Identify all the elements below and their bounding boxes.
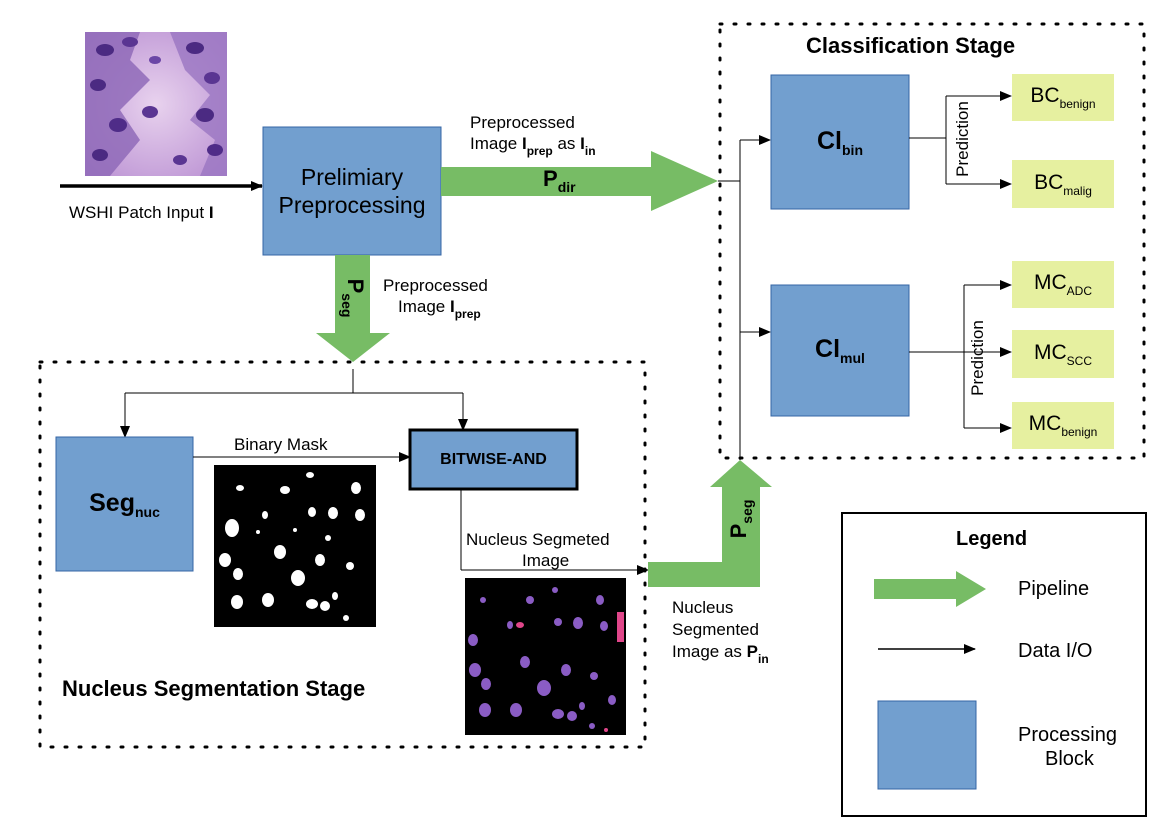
p-seg-up-label: Pseg bbox=[726, 499, 755, 539]
mc-benign-box bbox=[1012, 402, 1114, 449]
prediction-label-mul: Prediction bbox=[968, 320, 987, 396]
mc-benign-label: MCbenign bbox=[1028, 412, 1098, 439]
wshi-patch-image bbox=[85, 32, 227, 176]
bc-malig-box bbox=[1012, 160, 1114, 208]
legend-processing-block bbox=[877, 700, 977, 790]
mc-scc-label: MCSCC bbox=[1033, 340, 1092, 368]
p-seg-up-caption-line3: Image as Pin bbox=[672, 642, 769, 667]
preprocessing-block bbox=[262, 126, 442, 256]
p-seg-down-label: Pseg bbox=[339, 278, 368, 318]
nucleus-segmeted-caption-line2: Image bbox=[522, 551, 570, 570]
seg-nuc-block bbox=[55, 436, 194, 572]
cl-bin-label: Clbin bbox=[817, 126, 863, 158]
p-seg-up-caption-line1: Nucleus bbox=[672, 598, 734, 617]
seg-nuc-label: Segnuc bbox=[89, 488, 160, 520]
bitwise-and-block bbox=[408, 428, 579, 491]
p-dir-label: Pdir bbox=[543, 166, 576, 195]
p-dir-caption-line1: Preprocessed bbox=[470, 113, 575, 132]
classification-stage-boundary bbox=[718, 22, 1146, 460]
nucleus-segmeted-caption-line1: Nucleus Segmeted bbox=[466, 530, 610, 549]
bc-benign-label: BCbenign bbox=[1030, 84, 1096, 111]
cl-mul-label: Clmul bbox=[815, 335, 865, 366]
legend-title: Legend bbox=[956, 528, 1028, 550]
p-seg-down-caption-line2: Image Iprep bbox=[398, 297, 481, 322]
mc-scc-box bbox=[1012, 330, 1114, 378]
legend-processing-label-line2: Block bbox=[1045, 748, 1094, 770]
mc-adc-box bbox=[1012, 261, 1114, 308]
input-label: WSHI Patch Input I bbox=[69, 203, 214, 222]
p-seg-down-pipeline-arrow bbox=[316, 255, 390, 362]
cl-mul-block bbox=[770, 284, 910, 417]
bc-malig-label: BCmalig bbox=[1034, 170, 1092, 198]
segmentation-stage-boundary bbox=[38, 360, 647, 749]
bitwise-and-label: BITWISE-AND bbox=[440, 450, 547, 468]
binary-mask-label: Binary Mask bbox=[234, 435, 328, 454]
binary-mask-image bbox=[214, 465, 376, 627]
p-dir-caption-line2: Image Iprep as Iin bbox=[470, 134, 596, 159]
mc-adc-label: MCADC bbox=[1033, 271, 1092, 298]
classification-stage-title: Classification Stage bbox=[806, 33, 1016, 58]
legend-pipeline-label: Pipeline bbox=[1018, 578, 1090, 600]
p-seg-up-caption-line2: Segmented bbox=[672, 620, 759, 639]
legend-pipeline-arrow bbox=[874, 571, 986, 607]
p-dir-pipeline-arrow bbox=[441, 151, 718, 211]
bc-benign-box bbox=[1012, 74, 1114, 121]
p-seg-up-pipeline-arrow bbox=[648, 460, 772, 587]
preprocessing-label: Prelimiary Preprocessing bbox=[278, 164, 426, 218]
cl-bin-block bbox=[770, 74, 910, 210]
p-seg-down-caption-line1: Preprocessed bbox=[383, 276, 488, 295]
legend-processing-label-line1: Processing bbox=[1018, 724, 1117, 746]
segmentation-stage-title: Nucleus Segmentation Stage bbox=[62, 676, 366, 701]
legend-data-io-label: Data I/O bbox=[1018, 640, 1093, 662]
nucleus-segmented-image bbox=[465, 578, 626, 735]
prediction-label-bin: Prediction bbox=[953, 101, 972, 177]
